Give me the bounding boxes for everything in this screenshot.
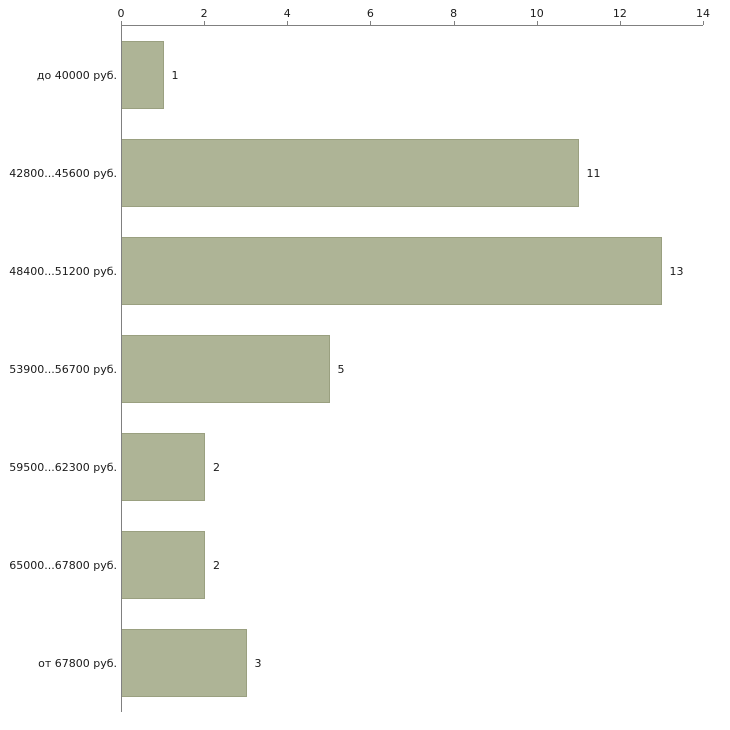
- category-label: от 67800 руб.: [38, 656, 117, 670]
- x-tick-mark: [536, 21, 538, 25]
- category-label: 53900...56700 руб.: [9, 362, 117, 376]
- x-tick-label: 0: [117, 7, 125, 20]
- bar: [122, 433, 205, 501]
- value-label: 3: [254, 656, 262, 670]
- x-axis-tickmarks: [121, 21, 704, 25]
- category-label: 48400...51200 руб.: [9, 264, 117, 278]
- chart-row: 65000...67800 руб. 2: [9, 516, 703, 614]
- value-label: 2: [213, 558, 220, 572]
- bar: [122, 335, 330, 403]
- chart-row: 48400...51200 руб. 13: [9, 222, 703, 320]
- category-label: 59500...62300 руб.: [9, 460, 117, 474]
- x-tick-mark: [453, 21, 455, 25]
- category-label: до 40000 руб.: [36, 68, 117, 82]
- x-tick-label: 14: [696, 7, 710, 20]
- category-label: 65000...67800 руб.: [9, 558, 117, 572]
- x-tick-label: 6: [366, 7, 374, 20]
- chart-row: от 67800 руб. 3: [38, 614, 703, 712]
- x-tick-mark: [287, 21, 289, 25]
- category-label: 42800...45600 руб.: [9, 166, 117, 180]
- bar: [122, 531, 205, 599]
- x-axis-labels: 0 2 4 6 8 10 12 14: [117, 7, 711, 21]
- x-tick-label: 4: [283, 7, 291, 20]
- chart-row: до 40000 руб. 1: [37, 26, 703, 124]
- value-label: 11: [586, 166, 601, 180]
- x-tick-label: 12: [612, 7, 627, 20]
- x-tick-mark: [703, 21, 704, 25]
- x-tick-mark: [204, 21, 206, 25]
- x-tick-label: 10: [529, 7, 544, 20]
- chart-row: 42800...45600 руб. 11: [9, 124, 703, 222]
- x-tick-mark: [121, 21, 122, 25]
- value-label: 13: [669, 264, 684, 278]
- chart-row: 59500...62300 руб. 2: [9, 418, 703, 516]
- value-label: 2: [213, 460, 220, 474]
- plot-area: до 40000 руб. 1 42800...45600 руб. 11 48400.…: [9, 25, 703, 712]
- x-tick-mark: [370, 21, 372, 25]
- x-tick-mark: [619, 21, 621, 25]
- value-label: 5: [337, 362, 345, 376]
- rows: до 40000 руб. 1 42800...45600 руб. 11 48400.…: [9, 26, 703, 712]
- chart-row: 53900...56700 руб. 5: [9, 320, 703, 418]
- bar: [122, 139, 579, 207]
- bar: [122, 237, 662, 305]
- bar: [122, 629, 247, 697]
- bar: [122, 41, 164, 109]
- x-tick-label: 2: [200, 7, 208, 20]
- value-label: 1: [171, 68, 179, 82]
- x-tick-label: 8: [450, 7, 458, 20]
